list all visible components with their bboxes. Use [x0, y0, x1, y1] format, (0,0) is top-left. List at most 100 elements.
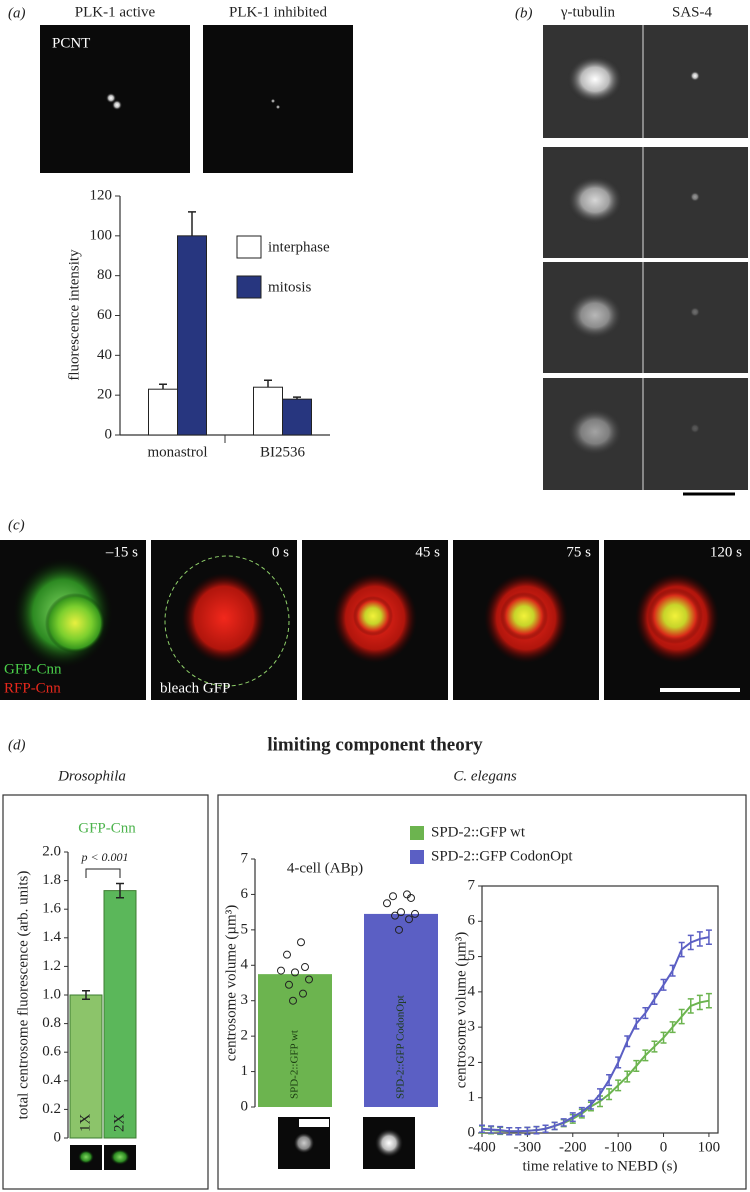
data-point	[277, 966, 285, 975]
error-bar	[606, 1088, 613, 1101]
signal	[500, 592, 548, 640]
error-bar	[705, 992, 712, 1009]
y-tick-label: 6	[468, 913, 476, 929]
legend-swatch	[236, 275, 262, 299]
y-tick-label: 2	[468, 1054, 476, 1070]
y-axis-label: centrosome volume (µm³)	[223, 905, 239, 1061]
bracket	[85, 868, 121, 878]
y-axis-label: total centrosome fluorescence (arb. unit…	[15, 871, 31, 1120]
data-point	[283, 950, 291, 959]
y-tick-label: 0	[468, 1124, 476, 1140]
bar	[148, 388, 178, 436]
error-bar	[633, 1017, 640, 1030]
y-tick-label: 120	[90, 187, 113, 203]
error-bar	[479, 1124, 485, 1134]
panel-label: (a)	[8, 5, 26, 21]
x-axis-label: time relative to NEBD (s)	[523, 1158, 678, 1174]
error-bar	[606, 1074, 613, 1087]
subtitle: Drosophila	[57, 768, 126, 784]
legend-swatch	[236, 235, 262, 259]
error-bar	[696, 994, 703, 1011]
subtitle: C. elegans	[453, 768, 516, 784]
y-tick-label: 1	[241, 1063, 249, 1079]
bar	[69, 994, 103, 1139]
x-tick-label: -300	[514, 1139, 542, 1155]
x-tick-label: -400	[468, 1139, 496, 1155]
x-tick-label: SPD-2::GFP CodonOpt	[395, 995, 407, 1099]
error-bar	[678, 1008, 685, 1025]
line	[481, 936, 710, 1133]
x-tick-label: -200	[559, 1139, 587, 1155]
chart-subtitle: 4-cell (ABp)	[287, 860, 363, 876]
x-tick-label: 100	[698, 1139, 721, 1155]
bar	[253, 386, 283, 436]
error-bar	[669, 1021, 676, 1034]
error-bar	[642, 1006, 649, 1020]
channel-label: RFP-Cnn	[4, 680, 61, 696]
y-tick-label: 0.6	[42, 1044, 61, 1060]
legend-label: mitosis	[268, 279, 312, 295]
signal	[690, 423, 700, 434]
error-bar	[506, 1126, 513, 1136]
y-tick-label: 0.4	[42, 1072, 61, 1088]
panel-label: (d)	[8, 737, 26, 753]
error-bar	[615, 1079, 622, 1092]
bar	[364, 913, 438, 1107]
signal	[110, 1149, 130, 1165]
signal	[690, 191, 700, 202]
signal	[690, 306, 700, 317]
legend-label: SPD-2::GFP wt	[431, 824, 526, 840]
error-bar	[293, 396, 301, 400]
error-bar	[587, 1099, 594, 1110]
y-tick-label: 80	[97, 267, 112, 283]
error-bar	[578, 1106, 585, 1117]
error-bar	[560, 1118, 567, 1127]
signal	[567, 176, 623, 225]
y-tick-label: 0.2	[42, 1101, 61, 1117]
error-bar	[633, 1059, 640, 1072]
x-tick-label: BI2536	[260, 444, 306, 460]
error-bar	[624, 1035, 631, 1048]
error-bar	[705, 929, 712, 945]
signal	[567, 407, 623, 456]
data-point	[405, 915, 413, 924]
y-tick-label: 7	[241, 850, 249, 866]
annotation: p < 0.001	[80, 850, 128, 864]
x-tick-label: 1X	[77, 1114, 93, 1133]
error-bar	[678, 941, 685, 958]
error-bar	[82, 989, 90, 1001]
y-tick-label: 2	[241, 1028, 249, 1044]
bar	[282, 398, 312, 436]
bleach-region	[164, 555, 290, 687]
signal	[690, 70, 700, 81]
y-tick-label: 40	[97, 347, 112, 363]
error-bar	[696, 931, 703, 947]
y-axis-label: fluorescence intensity	[66, 249, 82, 381]
error-bar	[533, 1125, 540, 1135]
image-title: SAS-4	[672, 4, 713, 20]
y-tick-label: 1.6	[42, 901, 61, 917]
error-bar	[488, 1125, 495, 1134]
y-tick-label: 4	[241, 957, 249, 973]
signal	[78, 1150, 94, 1164]
x-tick-label: 2X	[111, 1114, 127, 1133]
x-tick-label: 0	[660, 1139, 668, 1155]
panel-label: (c)	[8, 517, 25, 533]
data-point	[289, 996, 297, 1005]
error-bar	[569, 1112, 576, 1123]
data-point	[407, 893, 415, 902]
data-point	[397, 908, 405, 917]
y-tick-label: 0	[241, 1098, 249, 1114]
time-label: 45 s	[415, 544, 440, 560]
signal	[353, 596, 393, 636]
error-bar	[624, 1070, 631, 1083]
panel-box	[2, 794, 209, 1190]
line	[481, 999, 710, 1133]
image-title: PLK-1 inhibited	[229, 4, 327, 20]
image-title: γ-tubulin	[560, 4, 616, 20]
error-bar	[188, 211, 196, 236]
x-tick-label: monastrol	[148, 444, 208, 460]
error-bar	[542, 1124, 549, 1134]
y-tick-label: 0	[54, 1129, 62, 1145]
